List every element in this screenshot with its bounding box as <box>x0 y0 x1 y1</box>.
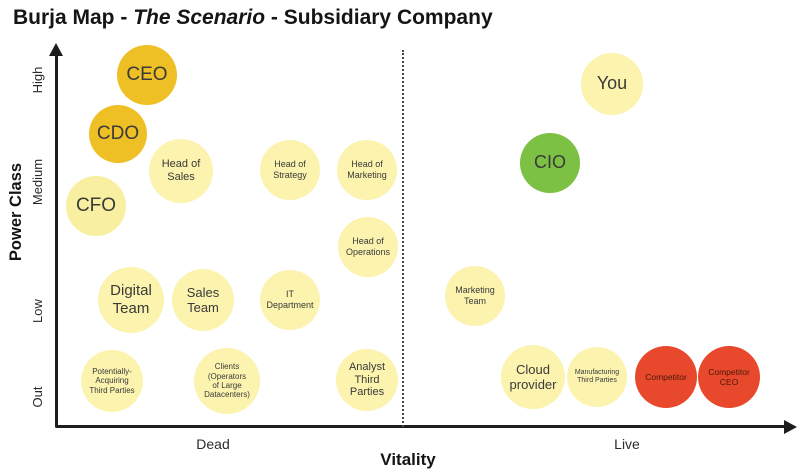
dead-live-divider <box>402 50 404 427</box>
bubble-label: CIO <box>533 152 566 173</box>
bubble-cdo: CDO <box>89 105 147 163</box>
bubble-label: Manufacturing Third Parties <box>574 368 620 384</box>
bubble-head-of-marketing: Head of Marketing <box>337 140 397 200</box>
bubble-label: You <box>596 73 628 94</box>
bubble-potentially-acquiring-third-parties: Potentially- Acquiring Third Parties <box>81 350 143 412</box>
y-tick-high: High <box>30 66 45 94</box>
bubble-digital-team: Digital Team <box>98 267 164 333</box>
bubble-head-of-strategy: Head of Strategy <box>260 140 320 200</box>
bubble-label: Sales Team <box>186 284 220 315</box>
bubble-label: IT Department <box>266 289 314 310</box>
bubble-head-of-sales: Head of Sales <box>149 139 213 203</box>
bubble-clients-operators-of-large-datacenters: Clients (Operators of Large Datacenters) <box>194 348 260 414</box>
bubble-label: Digital Team <box>110 282 152 317</box>
bubble-head-of-operations: Head of Operations <box>338 217 398 277</box>
bubble-label: Marketing Team <box>455 285 495 306</box>
y-tick-medium: Medium <box>30 158 45 206</box>
title-scenario: The Scenario <box>133 6 266 29</box>
bubble-label: CEO <box>126 63 168 85</box>
bubble-competitor-ceo: Competitor CEO <box>698 346 760 408</box>
bubble-competitor: Competitor <box>635 346 697 408</box>
y-axis-arrow-icon <box>49 43 63 56</box>
x-tick-dead: Dead <box>196 436 230 452</box>
bubble-it-department: IT Department <box>260 270 320 330</box>
title-prefix: Burja Map - <box>13 6 134 29</box>
bubble-label: Head of Strategy <box>273 159 307 180</box>
bubble-cfo: CFO <box>66 176 126 236</box>
x-axis-line <box>55 425 786 428</box>
bubble-label: Competitor <box>645 371 687 382</box>
bubble-analyst-third-parties: Analyst Third Parties <box>336 349 398 411</box>
bubble-label: Competitor CEO <box>708 366 750 387</box>
bubble-label: Head of Operations <box>345 236 391 257</box>
bubble-label: CFO <box>75 194 117 216</box>
bubble-ceo: CEO <box>117 45 177 105</box>
bubble-manufacturing-third-parties: Manufacturing Third Parties <box>567 347 627 407</box>
bubble-label: Analyst Third Parties <box>348 360 386 399</box>
bubble-label: Head of Marketing <box>347 159 387 180</box>
title-suffix: - Subsidiary Company <box>265 6 493 29</box>
page-title: Burja Map - The Scenario - Subsidiary Co… <box>13 6 493 30</box>
bubble-label: CDO <box>96 122 140 144</box>
bubble-cio: CIO <box>520 133 580 193</box>
bubble-label: Potentially- Acquiring Third Parties <box>89 366 135 395</box>
bubble-cloud-provider: Cloud provider <box>501 345 565 409</box>
bubble-label: Cloud provider <box>509 361 557 392</box>
bubble-label: Clients (Operators of Large Datacenters) <box>204 362 250 400</box>
y-tick-out: Out <box>30 386 45 408</box>
y-axis-label: Power Class <box>7 162 25 262</box>
bubble-label: Head of Sales <box>161 158 201 183</box>
x-axis-arrow-icon <box>784 420 797 434</box>
bubble-marketing-team: Marketing Team <box>445 266 505 326</box>
x-tick-live: Live <box>614 436 640 452</box>
y-tick-low: Low <box>30 299 45 323</box>
bubble-sales-team: Sales Team <box>172 269 234 331</box>
y-axis-line <box>55 52 58 427</box>
bubble-you: You <box>581 53 643 115</box>
x-axis-label: Vitality <box>380 450 436 469</box>
